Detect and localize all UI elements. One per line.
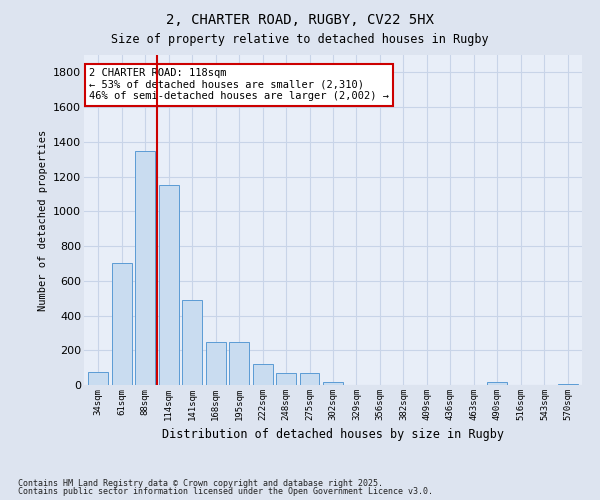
Bar: [158, 186, 179, 385]
Text: 2, CHARTER ROAD, RUGBY, CV22 5HX: 2, CHARTER ROAD, RUGBY, CV22 5HX: [166, 12, 434, 26]
Bar: [323, 382, 343, 385]
Bar: [229, 342, 249, 385]
Bar: [276, 373, 296, 385]
Bar: [558, 384, 578, 385]
Bar: [253, 364, 272, 385]
X-axis label: Distribution of detached houses by size in Rugby: Distribution of detached houses by size …: [162, 428, 504, 442]
Bar: [182, 300, 202, 385]
Bar: [487, 382, 508, 385]
Bar: [112, 264, 131, 385]
Bar: [88, 372, 108, 385]
Y-axis label: Number of detached properties: Number of detached properties: [38, 130, 47, 310]
Text: 2 CHARTER ROAD: 118sqm
← 53% of detached houses are smaller (2,310)
46% of semi-: 2 CHARTER ROAD: 118sqm ← 53% of detached…: [89, 68, 389, 102]
Text: Size of property relative to detached houses in Rugby: Size of property relative to detached ho…: [111, 32, 489, 46]
Text: Contains public sector information licensed under the Open Government Licence v3: Contains public sector information licen…: [18, 487, 433, 496]
Bar: [299, 373, 319, 385]
Bar: [206, 342, 226, 385]
Bar: [135, 150, 155, 385]
Text: Contains HM Land Registry data © Crown copyright and database right 2025.: Contains HM Land Registry data © Crown c…: [18, 478, 383, 488]
